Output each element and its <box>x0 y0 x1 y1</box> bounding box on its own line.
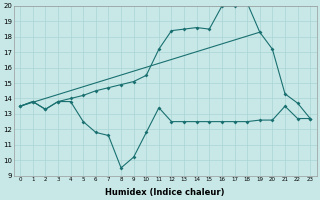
X-axis label: Humidex (Indice chaleur): Humidex (Indice chaleur) <box>106 188 225 197</box>
